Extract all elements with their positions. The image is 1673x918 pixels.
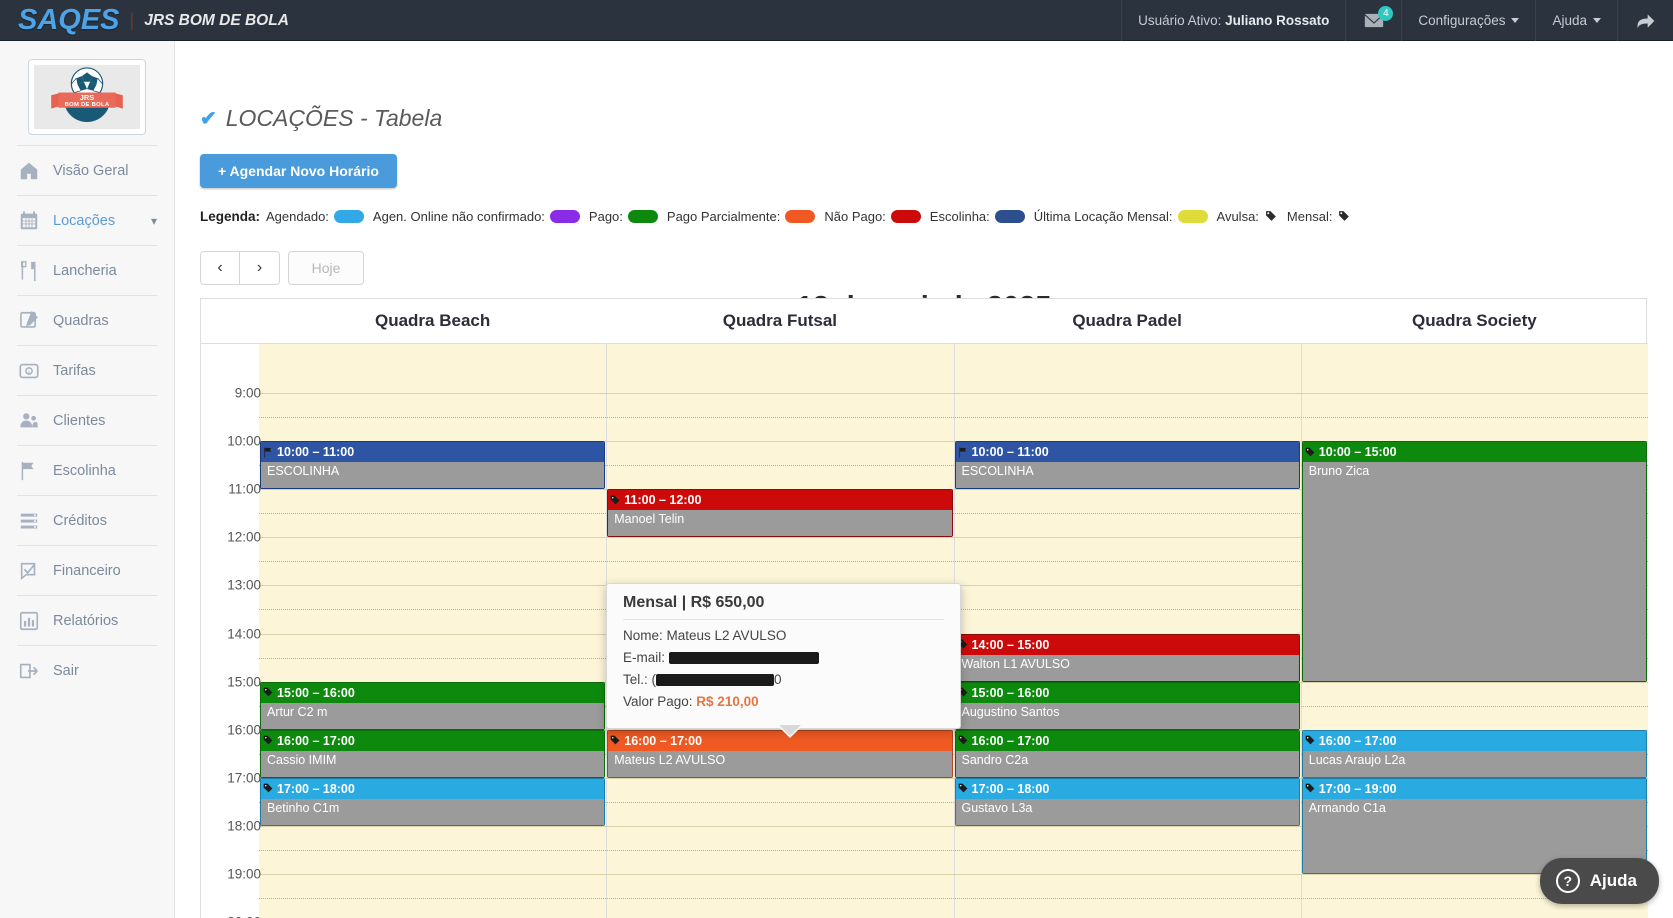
svg-text:JRS: JRS [80, 93, 94, 102]
svg-text:BOM DE BOLA: BOM DE BOLA [65, 102, 110, 108]
